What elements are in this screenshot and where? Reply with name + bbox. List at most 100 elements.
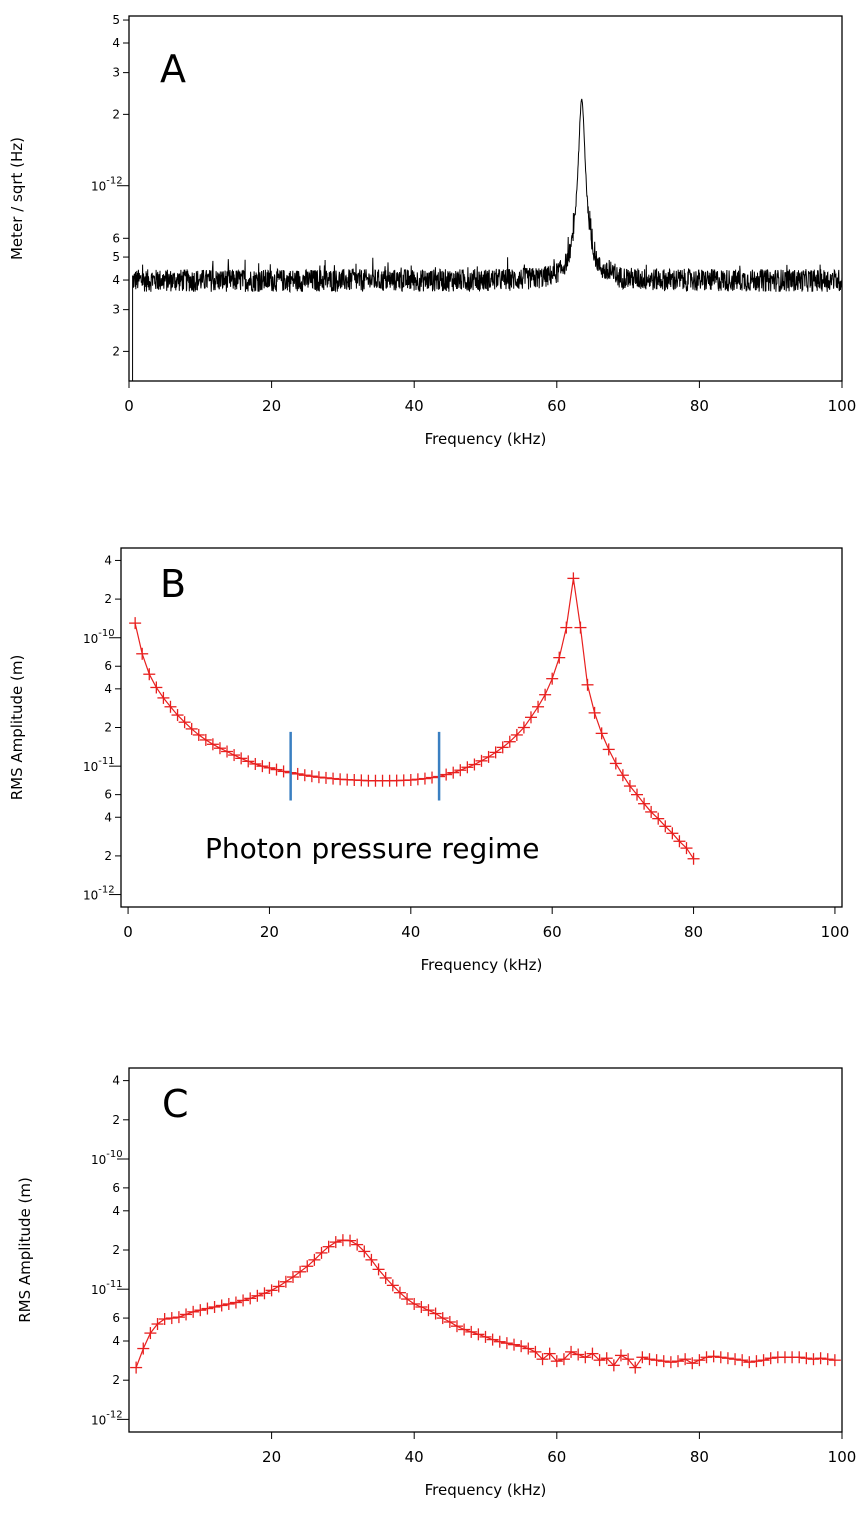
data-point [221,745,234,758]
data-point [415,1300,428,1313]
data-point [557,1353,570,1366]
data-point [636,1351,649,1364]
data-point [418,772,431,785]
data-point [411,773,424,786]
data-point [588,706,601,719]
data-point [565,1345,578,1358]
data-point [729,1353,742,1366]
plot-frame [128,15,843,382]
data-point [178,716,191,729]
data-point [358,1245,371,1258]
data-point [472,1328,485,1341]
data-point [550,1355,563,1368]
data-point [607,1359,620,1372]
spectrum-line [132,98,843,382]
x-tick-label: 80 [684,923,703,941]
data-point [208,1300,221,1313]
y-tick-label: 4 [112,273,120,287]
data-point [503,735,516,748]
data-point [517,721,530,734]
data-point [693,1354,706,1367]
data-point [294,1265,307,1278]
data-point [365,1253,378,1266]
data-point [679,1353,692,1366]
data-point [180,1308,193,1321]
data-point [329,1236,342,1249]
data-point [143,668,156,681]
data-point [600,1352,613,1365]
data-point [687,852,700,865]
data-point [629,1361,642,1374]
data-point [150,681,163,694]
data-point [327,772,340,785]
data-point [322,1240,335,1253]
data-point [524,711,537,724]
y-tick-label: 5 [112,13,120,27]
data-point [185,722,198,735]
data-point [215,1299,228,1312]
data-point [351,1238,364,1251]
data-point [263,761,276,774]
data-point [222,1297,235,1310]
y-tick-label: 3 [112,303,120,317]
panel-label: C [162,1082,189,1126]
data-point [602,743,615,756]
data-point [251,1289,264,1302]
data-point [270,763,283,776]
data-point [757,1354,770,1367]
data-point [807,1353,820,1366]
data-point [277,765,290,778]
data-point [386,1279,399,1292]
data-point [458,1323,471,1336]
x-tick-label: 20 [262,397,281,415]
data-point [206,738,219,751]
data-point [631,788,644,801]
x-tick-label: 40 [405,397,424,415]
panel-label: B [160,562,186,606]
data-point [372,1263,385,1276]
series-line [134,578,695,860]
data-point [622,1353,635,1366]
data-point [572,1348,585,1361]
data-point [800,1352,813,1365]
plot-frame [128,1067,843,1433]
data-point [489,746,502,759]
data-point [249,757,262,770]
data-point [426,771,439,784]
data-point [496,741,509,754]
data-point [721,1352,734,1365]
data-point [312,771,325,784]
data-point [736,1354,749,1367]
data-point [436,1312,449,1325]
y-tick-label: 10-12 [91,176,123,194]
data-point [301,1260,314,1273]
data-point [201,1302,214,1315]
data-point [235,752,248,765]
x-tick-label: 20 [262,1448,281,1466]
data-point [638,797,651,810]
panel-label: A [160,47,186,91]
data-point [529,1345,542,1358]
y-tick-label: 6 [104,788,112,802]
data-point [614,1349,627,1362]
y-tick-label: 2 [104,721,112,735]
y-tick-label: 2 [104,849,112,863]
data-point [560,621,573,634]
y-tick-label: 4 [104,553,112,567]
data-point [393,1286,406,1299]
data-point [666,827,679,840]
x-axis-label: Frequency (kHz) [425,1481,547,1499]
data-point [265,1284,278,1297]
data-point [522,1342,535,1355]
data-point [130,1361,143,1374]
data-point [319,771,332,784]
x-tick-label: 60 [543,923,562,941]
data-point [764,1352,777,1365]
data-point [486,1333,499,1346]
data-point [664,1356,677,1369]
y-tick-label: 4 [104,682,112,696]
data-point [536,1353,549,1366]
y-tick-label: 10-10 [83,628,115,646]
data-point [408,1297,421,1310]
y-tick-label: 6 [112,231,120,245]
